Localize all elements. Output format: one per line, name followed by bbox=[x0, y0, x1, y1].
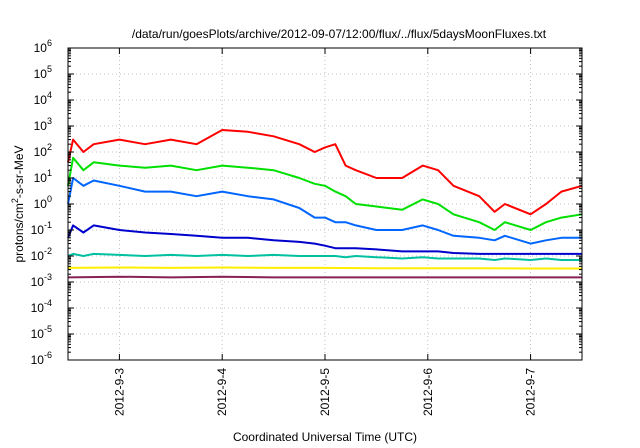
x-axis: 2012-9-3 2012-9-4 2012-9-5 2012-9-6 2012-9-7 bbox=[112, 48, 538, 416]
y-axis-label-sup: 2 bbox=[10, 198, 20, 203]
y-tick-label: 105 bbox=[34, 64, 52, 81]
x-tick-label: 2012-9-6 bbox=[421, 368, 435, 416]
y-axis-label-main: protons/cm bbox=[12, 203, 26, 262]
y-tick-label: 101 bbox=[34, 168, 52, 185]
y-tick-label: 10-2 bbox=[31, 246, 52, 263]
x-tick-label: 2012-9-5 bbox=[318, 368, 332, 416]
y-axis: 10-6 10-5 10-4 10-3 10-2 10-1 100 101 102 103 104 1… bbox=[31, 38, 582, 367]
series-line-5 bbox=[67, 252, 582, 261]
series-line-1 bbox=[67, 129, 583, 216]
x-tick-label: 2012-9-4 bbox=[215, 368, 229, 416]
series-group bbox=[67, 129, 583, 279]
y-tick-label: 100 bbox=[34, 194, 52, 211]
y-tick-label: 103 bbox=[34, 116, 52, 133]
x-tick-label: 2012-9-3 bbox=[112, 368, 126, 416]
chart-title: /data/run/goesPlots/archive/2012-09-07/1… bbox=[132, 27, 547, 41]
series-line-6 bbox=[67, 266, 582, 270]
series-line-7 bbox=[67, 275, 582, 279]
y-tick-label: 10-5 bbox=[31, 324, 52, 341]
y-axis-label: protons/cm2-s-sr-MeV bbox=[10, 145, 26, 262]
x-tick-label: 2012-9-7 bbox=[524, 368, 538, 416]
y-axis-label-tail: -s-sr-MeV bbox=[12, 145, 26, 198]
y-tick-label: 104 bbox=[34, 90, 52, 107]
y-tick-label: 102 bbox=[34, 142, 52, 159]
series-line-2 bbox=[67, 156, 583, 231]
y-tick-label: 10-4 bbox=[31, 298, 52, 315]
y-tick-label: 10-3 bbox=[31, 272, 52, 289]
series-line-3 bbox=[67, 177, 582, 245]
y-tick-label: 106 bbox=[34, 38, 52, 55]
y-tick-label: 10-1 bbox=[31, 220, 52, 237]
y-tick-label: 10-6 bbox=[31, 350, 52, 367]
x-axis-label: Coordinated Universal Time (UTC) bbox=[233, 430, 417, 444]
series-line-4 bbox=[67, 224, 582, 255]
